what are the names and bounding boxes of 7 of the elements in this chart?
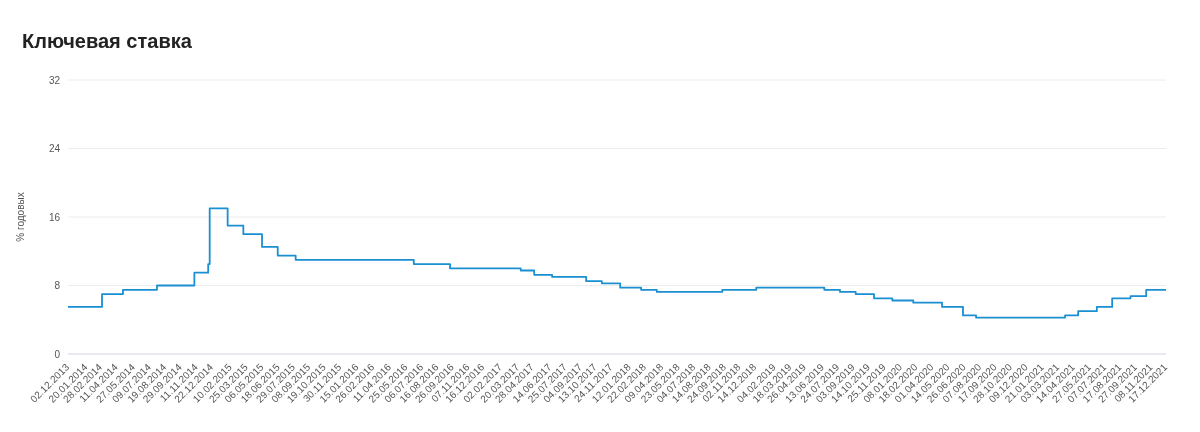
y-tick-label: 32 (48, 74, 61, 86)
y-tick-label: 16 (48, 211, 61, 223)
chart-title: Ключевая ставка (21, 29, 193, 54)
y-tick-label: 8 (54, 280, 61, 292)
y-tick-label: 0 (54, 348, 61, 360)
y-tick-label: 24 (48, 143, 61, 155)
y-axis-title: % годовых (14, 192, 26, 242)
